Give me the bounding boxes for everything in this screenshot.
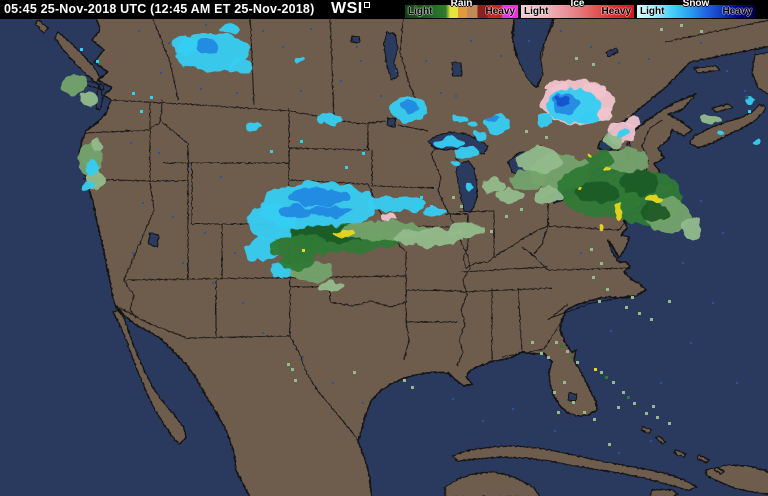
legend-rain-light-label: Light <box>408 6 433 17</box>
great-salt-lake <box>147 232 160 248</box>
prince-edward-island <box>711 103 734 113</box>
lake-of-the-woods <box>386 117 397 128</box>
legend-ice-heavy-label: Heavy <box>601 6 631 17</box>
legend-snow-light-label: Light <box>640 6 665 17</box>
legend-ice-bar <box>521 5 634 18</box>
wsi-logo: WSI <box>331 0 370 18</box>
header-bar: 05:45 25-Nov-2018 UTC (12:45 AM ET 25-No… <box>0 0 768 19</box>
vancouver-island <box>54 31 101 84</box>
legend-ice-light-label: Light <box>524 6 549 17</box>
lake-winnipeg <box>383 31 400 81</box>
jamaica <box>649 489 679 496</box>
bahamas <box>640 426 725 475</box>
nova-scotia <box>689 103 767 149</box>
legend-snow-heavy-label: Heavy <box>722 6 752 17</box>
cuba <box>451 445 698 491</box>
legend-snow: Snow Light Heavy <box>637 0 755 19</box>
james-bay <box>512 11 556 89</box>
radar-speckle-layer <box>80 24 751 446</box>
wsi-degree-mark <box>363 2 370 8</box>
mainland <box>78 11 768 496</box>
state-borders <box>82 11 768 442</box>
lake-mistassini <box>605 47 619 58</box>
legend-rain-title: Rain <box>450 0 473 9</box>
anticosti-island <box>693 65 721 74</box>
legend-rain: Rain Light Heavy <box>405 0 518 19</box>
haida-island <box>34 19 49 34</box>
small-lake <box>350 35 361 44</box>
legend-rain-heavy-label: Heavy <box>485 6 515 17</box>
lake-okeechobee <box>567 392 578 402</box>
yucatan <box>444 471 541 496</box>
lake-nipigon <box>451 61 463 77</box>
radar-precip-layer <box>61 24 760 293</box>
basemap-layer <box>34 11 768 496</box>
legend-rain-bar <box>405 5 518 18</box>
legend-ice-title: Ice <box>570 0 585 9</box>
legend-snow-bar <box>637 5 755 18</box>
timestamp: 05:45 25-Nov-2018 UTC (12:45 AM ET 25-No… <box>4 2 315 16</box>
legend-ice: Ice Light Heavy <box>521 0 634 19</box>
baja-california <box>112 309 187 445</box>
legend-snow-title: Snow <box>682 0 710 9</box>
